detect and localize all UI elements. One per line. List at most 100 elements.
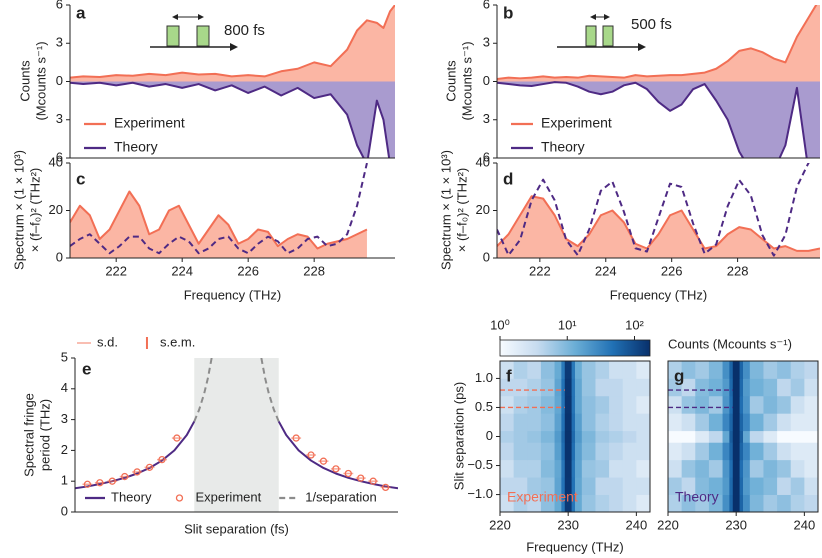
point: [332, 465, 340, 473]
heatmap-cell: [681, 442, 696, 461]
heatmap-cell: [763, 378, 778, 397]
panel-label: f: [506, 366, 512, 385]
heatmap-cell: [777, 477, 792, 495]
heatmap-cell: [739, 459, 744, 478]
heatmap-cell: [609, 477, 624, 495]
heatmap-cell: [749, 413, 764, 432]
x-tick-label: 230: [557, 517, 579, 532]
y-tick-label: 1: [61, 473, 68, 488]
heatmap-cell: [500, 395, 515, 414]
heatmap-cell: [695, 494, 710, 512]
heatmap-cell: [749, 442, 764, 461]
y-tick-label: 4: [61, 380, 68, 395]
heatmap-cell: [571, 459, 576, 478]
heatmap-cell: [513, 361, 528, 379]
point: [357, 474, 365, 482]
legend-label: Experiment: [195, 489, 261, 504]
point: [145, 463, 154, 471]
colorbar-tick-label: 10²: [625, 317, 644, 332]
heatmap-cell: [564, 378, 572, 397]
heatmap-cell: [729, 395, 734, 414]
heatmap-cell: [790, 442, 805, 461]
arrowhead: [604, 14, 610, 20]
panel-label: a: [76, 3, 86, 22]
heatmap-cell: [681, 430, 696, 443]
heatmap-cell: [777, 430, 792, 443]
heatmap-cell: [777, 361, 792, 379]
line: [70, 5, 395, 79]
heatmap-cell: [571, 395, 576, 414]
point: [158, 455, 166, 464]
heatmap-cell: [708, 477, 723, 495]
panel-label: b: [503, 3, 513, 22]
heatmap-cell: [622, 361, 637, 379]
heatmap-cell: [763, 477, 778, 495]
heatmap-cell: [609, 361, 624, 379]
y-tick-label: −1.0: [467, 486, 493, 501]
y-tick-label: 3: [56, 35, 63, 50]
heatmap-cell: [561, 378, 566, 397]
heatmap-cell: [681, 477, 696, 495]
heatmap-cell: [743, 477, 751, 495]
y-tick-label: 6: [56, 149, 63, 164]
y-tick-label: 20: [476, 202, 490, 217]
line: [75, 420, 196, 490]
line: [70, 81, 391, 158]
heatmap-cell: [622, 459, 637, 478]
panel-label: c: [76, 169, 85, 188]
y-tick-label: 0: [56, 249, 63, 264]
y-axis-label: (Mcounts s⁻¹): [33, 41, 48, 120]
heatmap-cell: [729, 378, 734, 397]
point: [307, 451, 315, 459]
heatmap-cell: [564, 361, 572, 379]
heatmap-cell: [739, 430, 744, 443]
heatmap-cell: [554, 413, 562, 432]
legend-label: 1/separation: [305, 489, 377, 504]
panel-label: g: [674, 366, 684, 385]
heatmap-cell: [722, 395, 730, 414]
heatmap-cell: [581, 378, 596, 397]
heatmap-cell: [681, 395, 696, 414]
x-tick-label: 222: [529, 263, 551, 278]
heatmap-cell: [790, 477, 805, 495]
heatmap-cell: [513, 494, 528, 512]
panel-label: d: [503, 169, 513, 188]
heatmap-cell: [554, 494, 562, 512]
area-fill: [497, 196, 820, 258]
arrowhead: [590, 14, 596, 20]
heatmap-cell: [571, 477, 576, 495]
heatmap-cell: [732, 442, 740, 461]
heatmap-cell: [695, 477, 710, 495]
annotation: 500 fs: [631, 16, 672, 33]
point: [121, 472, 129, 481]
legend-label: Theory: [114, 139, 158, 155]
heatmap-cell: [790, 459, 805, 478]
heatmap-cell: [763, 442, 778, 461]
x-tick-label: 240: [794, 517, 816, 532]
heatmap-cell: [749, 361, 764, 379]
heatmap-cell: [708, 378, 723, 397]
x-tick-label: 220: [657, 517, 679, 532]
heatmap-cell: [527, 494, 542, 512]
heatmap-cell: [622, 494, 637, 512]
x-tick-label: 226: [661, 263, 683, 278]
y-axis-label: Spectrum × (1 × 10³): [11, 150, 26, 270]
heatmap-cell: [749, 430, 764, 443]
heatmap-cell: [540, 413, 555, 432]
y-tick-label: 3: [56, 111, 63, 126]
heatmap-cell: [777, 442, 792, 461]
heatmap-cell: [636, 459, 650, 478]
y-tick-label: 0: [61, 503, 68, 518]
heatmap-cell: [708, 413, 723, 432]
y-tick-label: 0: [486, 428, 493, 443]
heatmap-cell: [561, 395, 566, 414]
heatmap-cell: [729, 477, 734, 495]
heatmap-cell: [609, 395, 624, 414]
heatmap-cell: [554, 430, 562, 443]
heatmap-cell: [561, 361, 566, 379]
heatmap-cell: [540, 477, 555, 495]
heatmap-cell: [540, 459, 555, 478]
x-tick-label: 220: [489, 517, 511, 532]
heatmap-cell: [749, 494, 764, 512]
